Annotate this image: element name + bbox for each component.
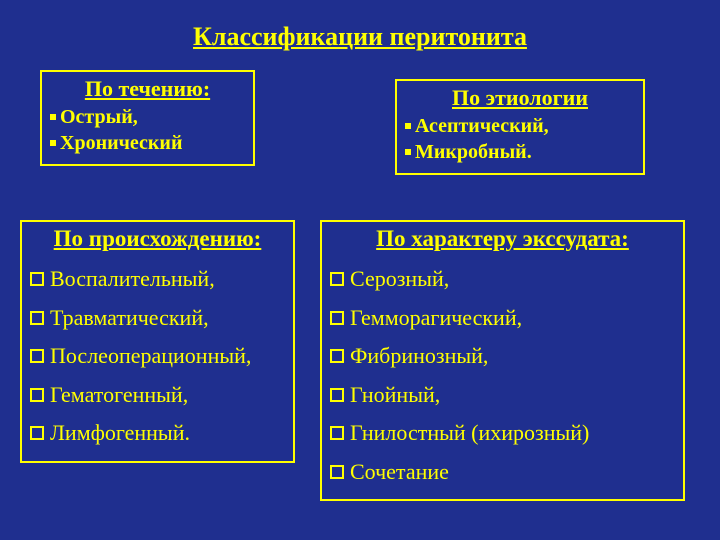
list-item: Гнилостный (ихирозный) [330, 414, 675, 453]
list-item: Травматический, [30, 299, 285, 338]
box-etiology-list: Асептический, Микробный. [405, 113, 635, 165]
list-item: Хронический [50, 130, 245, 156]
list-item-label: Гнилостный (ихирозный) [350, 414, 589, 453]
square-bullet-icon [50, 114, 56, 120]
list-item: Острый, [50, 104, 245, 130]
list-item-label: Гнойный, [350, 376, 440, 415]
box-origin-heading: По происхождению: [30, 226, 285, 252]
list-item: Гемморагический, [330, 299, 675, 338]
list-item-label: Воспалительный, [50, 260, 215, 299]
list-item-label: Лимфогенный. [50, 414, 190, 453]
checkbox-bullet-icon [30, 388, 44, 402]
list-item: Воспалительный, [30, 260, 285, 299]
checkbox-bullet-icon [330, 465, 344, 479]
list-item: Микробный. [405, 139, 635, 165]
list-item-label: Сочетание [350, 453, 449, 492]
list-item-label: Гемморагический, [350, 299, 522, 338]
box-exudate: По характеру экссудата: Серозный, Геммор… [320, 220, 685, 501]
box-etiology-heading: По этиологии [405, 85, 635, 111]
list-item: Гнойный, [330, 376, 675, 415]
checkbox-bullet-icon [30, 426, 44, 440]
list-item-label: Микробный. [415, 139, 532, 165]
list-item: Лимфогенный. [30, 414, 285, 453]
square-bullet-icon [405, 149, 411, 155]
checkbox-bullet-icon [30, 272, 44, 286]
square-bullet-icon [405, 123, 411, 129]
checkbox-bullet-icon [30, 311, 44, 325]
checkbox-bullet-icon [330, 272, 344, 286]
box-exudate-heading: По характеру экссудата: [330, 226, 675, 252]
square-bullet-icon [50, 140, 56, 146]
list-item: Послеоперационный, [30, 337, 285, 376]
checkbox-bullet-icon [330, 311, 344, 325]
list-item-label: Хронический [60, 130, 182, 156]
list-item: Асептический, [405, 113, 635, 139]
list-item: Фибринозный, [330, 337, 675, 376]
list-item-label: Асептический, [415, 113, 549, 139]
list-item: Сочетание [330, 453, 675, 492]
checkbox-bullet-icon [330, 388, 344, 402]
list-item: Серозный, [330, 260, 675, 299]
box-course: По течению: Острый, Хронический [40, 70, 255, 166]
box-course-list: Острый, Хронический [50, 104, 245, 156]
box-exudate-list: Серозный, Гемморагический, Фибринозный, … [330, 260, 675, 491]
checkbox-bullet-icon [330, 349, 344, 363]
list-item-label: Послеоперационный, [50, 337, 251, 376]
slide-title: Классификации перитонита [0, 22, 720, 52]
list-item: Гематогенный, [30, 376, 285, 415]
box-origin: По происхождению: Воспалительный, Травма… [20, 220, 295, 463]
list-item-label: Травматический, [50, 299, 209, 338]
box-course-heading: По течению: [50, 76, 245, 102]
list-item-label: Гематогенный, [50, 376, 188, 415]
list-item-label: Серозный, [350, 260, 449, 299]
checkbox-bullet-icon [30, 349, 44, 363]
box-origin-list: Воспалительный, Травматический, Послеопе… [30, 260, 285, 453]
list-item-label: Острый, [60, 104, 138, 130]
box-etiology: По этиологии Асептический, Микробный. [395, 79, 645, 175]
list-item-label: Фибринозный, [350, 337, 488, 376]
checkbox-bullet-icon [330, 426, 344, 440]
